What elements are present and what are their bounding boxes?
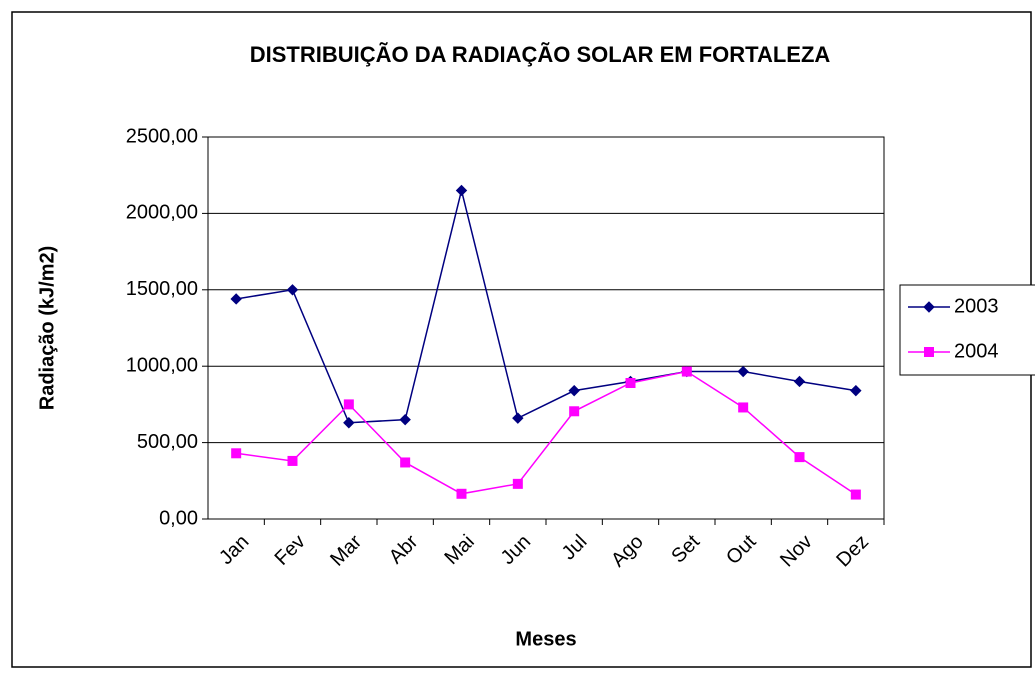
- data-point: [850, 384, 862, 397]
- y-tick-label: 1500,00: [126, 278, 198, 300]
- y-tick-label: 2500,00: [126, 125, 198, 147]
- data-point: [512, 478, 523, 489]
- data-point: [400, 457, 411, 468]
- series-line: [236, 370, 857, 496]
- data-point: [512, 412, 524, 424]
- data-point: [287, 455, 298, 466]
- data-point: [681, 366, 692, 377]
- data-point: [286, 284, 299, 296]
- legend-marker: [924, 347, 934, 357]
- y-axis-label: Radiação (kJ/m2): [36, 246, 58, 411]
- data-point: [455, 184, 468, 197]
- y-tick-label: 1000,00: [126, 354, 198, 376]
- data-point: [343, 417, 355, 429]
- data-point: [456, 488, 467, 499]
- legend-marker: [923, 301, 935, 313]
- data-point: [231, 448, 242, 459]
- y-tick-label: 500,00: [137, 431, 198, 453]
- x-axis-label: Meses: [515, 628, 576, 650]
- data-point: [794, 452, 805, 463]
- data-point: [793, 375, 806, 388]
- data-point: [737, 365, 749, 378]
- data-point: [850, 489, 861, 500]
- legend-box: [899, 284, 1035, 376]
- series-line: [236, 190, 856, 424]
- data-point: [568, 384, 580, 397]
- data-point: [399, 413, 411, 426]
- data-point: [738, 402, 749, 413]
- y-tick-label: 0,00: [159, 507, 198, 529]
- legend-label: 2003: [954, 295, 999, 317]
- data-point: [569, 406, 580, 417]
- legend-label: 2004: [954, 340, 999, 362]
- data-point: [343, 399, 354, 410]
- y-tick-label: 2000,00: [126, 202, 198, 224]
- data-point: [625, 378, 636, 389]
- chart-title: DISTRIBUIÇÃO DA RADIAÇÃO SOLAR EM FORTAL…: [250, 42, 831, 67]
- chart-border: [11, 11, 1032, 668]
- data-point: [230, 293, 242, 305]
